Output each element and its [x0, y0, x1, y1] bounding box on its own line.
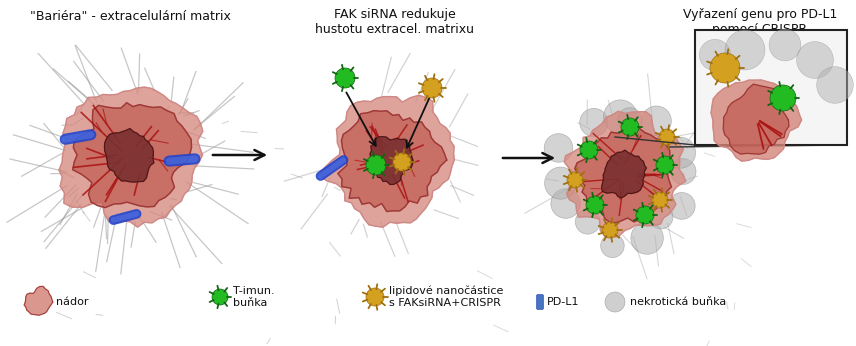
Circle shape — [567, 172, 583, 188]
Circle shape — [586, 196, 604, 214]
Polygon shape — [59, 87, 203, 227]
Text: Vyřazení genu pro PD-L1
pomocí CRISPR: Vyřazení genu pro PD-L1 pomocí CRISPR — [683, 8, 837, 36]
Text: nekrotická buňka: nekrotická buňka — [630, 297, 726, 307]
Polygon shape — [73, 103, 192, 208]
Circle shape — [725, 30, 765, 70]
Text: T-imun.
buňka: T-imun. buňka — [233, 286, 275, 308]
Circle shape — [669, 192, 695, 219]
Circle shape — [544, 167, 577, 199]
Circle shape — [652, 192, 668, 208]
Circle shape — [656, 156, 674, 174]
Polygon shape — [338, 111, 447, 211]
Circle shape — [580, 141, 598, 159]
Polygon shape — [574, 128, 671, 223]
Circle shape — [335, 68, 355, 88]
Circle shape — [580, 108, 608, 137]
Circle shape — [544, 134, 573, 162]
Circle shape — [770, 85, 796, 111]
Circle shape — [770, 29, 801, 61]
Circle shape — [603, 100, 638, 134]
Circle shape — [641, 106, 671, 136]
Text: nádor: nádor — [56, 297, 88, 307]
Circle shape — [575, 209, 600, 234]
Circle shape — [699, 39, 731, 71]
FancyBboxPatch shape — [695, 30, 847, 145]
Text: "Bariéra" - extracelulární matrix: "Bariéra" - extracelulární matrix — [30, 10, 230, 23]
Circle shape — [366, 288, 384, 306]
Circle shape — [636, 206, 654, 224]
Circle shape — [664, 137, 696, 168]
Circle shape — [817, 67, 853, 103]
Circle shape — [618, 108, 642, 132]
Circle shape — [797, 42, 834, 79]
Text: lipidové nanočástice
s FAKsiRNA+CRISPR: lipidové nanočástice s FAKsiRNA+CRISPR — [389, 286, 503, 308]
Polygon shape — [104, 129, 154, 182]
Circle shape — [631, 222, 663, 254]
Circle shape — [710, 53, 740, 83]
Polygon shape — [602, 150, 646, 198]
Circle shape — [605, 292, 625, 312]
Circle shape — [621, 118, 639, 136]
Circle shape — [212, 289, 228, 305]
Circle shape — [659, 129, 675, 145]
Polygon shape — [564, 111, 686, 237]
Polygon shape — [723, 84, 789, 154]
Circle shape — [670, 158, 696, 184]
Text: FAK siRNA redukuje
hustotu extracel. matrixu: FAK siRNA redukuje hustotu extracel. mat… — [316, 8, 474, 36]
Circle shape — [393, 153, 411, 171]
Circle shape — [366, 155, 386, 175]
Circle shape — [551, 189, 580, 218]
Polygon shape — [711, 80, 801, 161]
Polygon shape — [370, 137, 413, 184]
Circle shape — [649, 205, 673, 229]
Circle shape — [601, 234, 624, 257]
Circle shape — [602, 222, 618, 238]
Circle shape — [422, 78, 442, 98]
Text: PD-L1: PD-L1 — [547, 297, 580, 307]
FancyBboxPatch shape — [537, 295, 544, 309]
Polygon shape — [318, 95, 455, 227]
Polygon shape — [24, 286, 53, 315]
